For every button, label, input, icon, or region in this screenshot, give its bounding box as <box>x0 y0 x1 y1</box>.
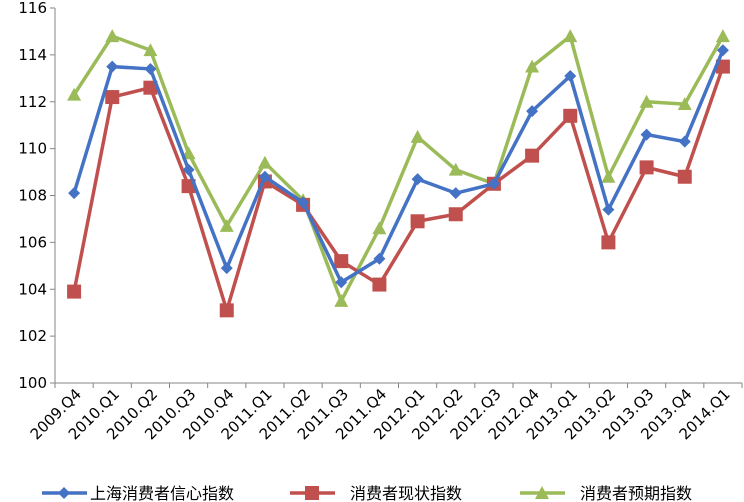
legend-label: 消费者预期指数 <box>580 484 692 502</box>
series-1 <box>68 44 729 289</box>
data-point <box>640 128 653 141</box>
data-point <box>373 252 386 265</box>
data-point <box>105 90 120 105</box>
data-point <box>335 276 348 289</box>
y-tick-label: 110 <box>18 140 47 158</box>
y-tick-label: 106 <box>18 233 47 251</box>
data-point <box>487 177 500 190</box>
data-point <box>678 135 691 148</box>
y-tick-label: 112 <box>18 93 47 111</box>
legend-item-2: 消费者现状指数 <box>290 484 462 502</box>
y-tick-label: 100 <box>18 374 47 392</box>
data-point <box>526 105 539 118</box>
data-point <box>677 97 692 111</box>
data-point <box>182 163 195 176</box>
data-point <box>67 87 82 101</box>
data-point <box>448 162 463 176</box>
legend-label: 消费者现状指数 <box>350 484 462 502</box>
y-tick-label: 108 <box>18 187 47 205</box>
data-point <box>372 277 387 292</box>
data-point <box>411 173 424 186</box>
data-point <box>143 43 158 57</box>
data-point <box>144 62 157 75</box>
data-point <box>67 284 82 299</box>
data-point <box>639 160 654 175</box>
data-point <box>716 44 729 57</box>
data-point <box>410 214 425 229</box>
data-point <box>563 29 578 43</box>
data-point <box>257 155 272 169</box>
y-tick-label: 116 <box>18 0 47 17</box>
data-point <box>106 60 119 73</box>
data-point <box>449 187 462 200</box>
data-point <box>563 108 578 123</box>
data-point <box>677 169 692 184</box>
data-point <box>448 207 463 222</box>
data-point <box>639 94 654 108</box>
data-point <box>220 262 233 275</box>
data-point <box>410 129 425 143</box>
data-point <box>143 80 158 95</box>
data-point <box>601 169 616 183</box>
legend-marker <box>535 486 549 499</box>
y-tick-label: 102 <box>18 327 47 345</box>
series-layer <box>67 29 730 318</box>
legend-item-3: 消费者预期指数 <box>520 484 692 502</box>
series-2 <box>67 59 730 318</box>
data-point <box>525 148 540 163</box>
data-point <box>602 203 615 216</box>
series-line <box>72 49 725 284</box>
data-point <box>219 218 234 232</box>
data-point <box>525 59 540 73</box>
data-point <box>334 254 349 269</box>
series-line <box>72 34 725 303</box>
data-point <box>219 303 234 318</box>
legend-marker <box>58 487 70 499</box>
data-point <box>372 221 387 235</box>
legend-marker <box>305 486 319 500</box>
data-point <box>334 293 349 307</box>
y-tick-label: 104 <box>18 280 47 298</box>
data-point <box>601 235 616 250</box>
legend-label: 上海消费者信心指数 <box>90 484 234 502</box>
data-point <box>68 187 81 200</box>
legend: 上海消费者信心指数 消费者现状指数 消费者预期指数 <box>42 484 692 502</box>
legend-item-1: 上海消费者信心指数 <box>42 484 234 502</box>
data-point <box>105 29 120 43</box>
data-point <box>297 196 310 209</box>
data-point <box>564 69 577 82</box>
data-point <box>258 170 271 183</box>
series-line <box>72 66 725 313</box>
data-point <box>715 29 730 43</box>
y-tick-label: 114 <box>18 46 47 64</box>
